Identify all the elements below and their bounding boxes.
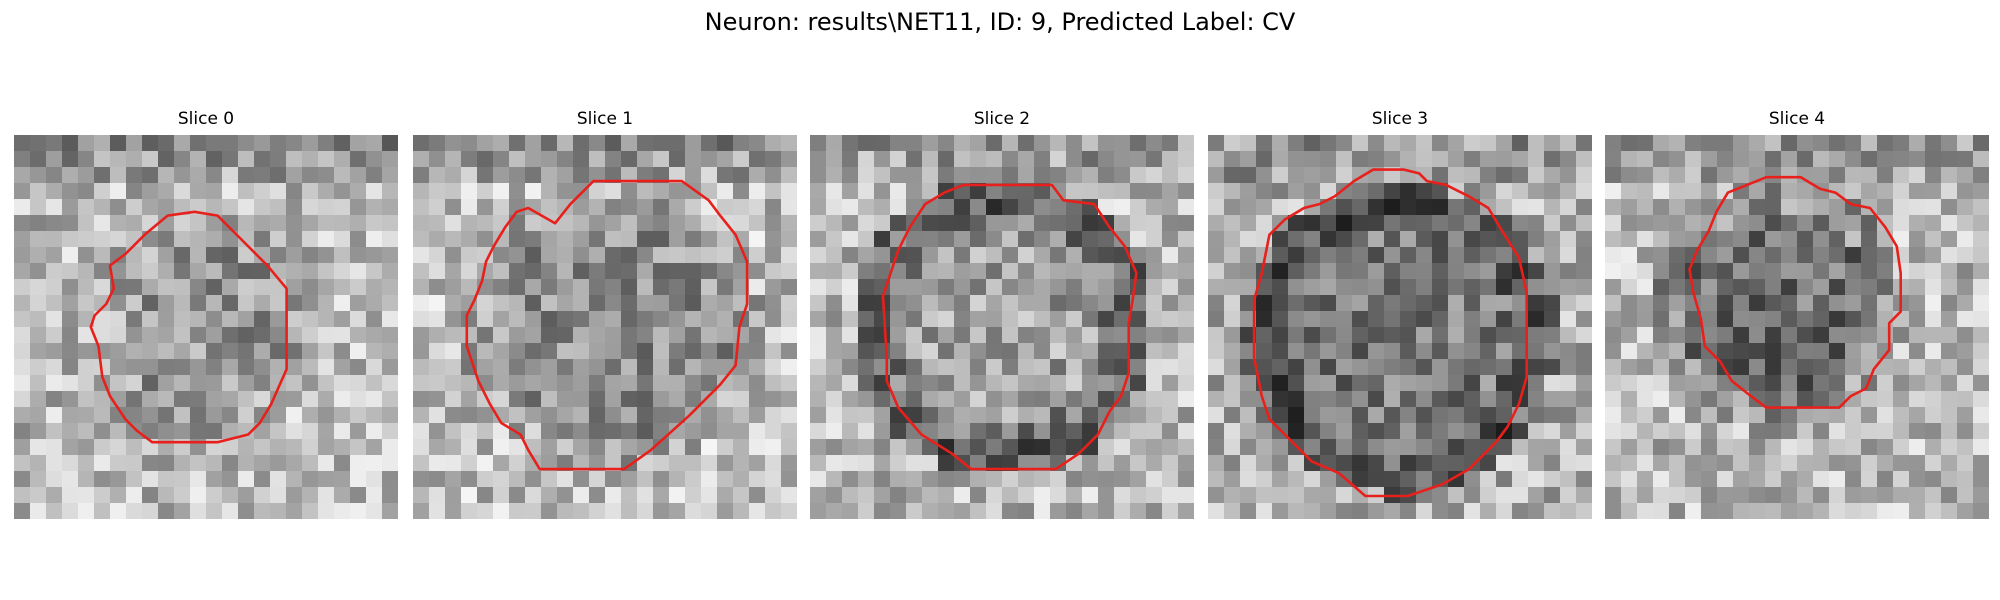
slice-title: Slice 3 bbox=[1371, 109, 1429, 129]
grayscale-image bbox=[413, 135, 797, 519]
grayscale-image bbox=[14, 135, 398, 519]
grayscale-image bbox=[1605, 135, 1989, 519]
slice-panel-0: Slice 0 bbox=[14, 108, 398, 519]
grayscale-image bbox=[1208, 135, 1592, 519]
slice-image bbox=[1208, 135, 1592, 519]
grayscale-image bbox=[810, 135, 1194, 519]
slice-panel-3: Slice 3 bbox=[1208, 108, 1592, 519]
slice-title: Slice 1 bbox=[576, 109, 634, 129]
slice-panel-1: Slice 1 bbox=[413, 108, 797, 519]
slice-title: Slice 4 bbox=[1768, 109, 1826, 129]
slice-panel-4: Slice 4 bbox=[1605, 108, 1989, 519]
slice-title: Slice 2 bbox=[973, 109, 1031, 129]
pixel-grid bbox=[1605, 135, 1989, 519]
slice-image bbox=[14, 135, 398, 519]
segmentation-contour bbox=[1688, 175, 1903, 409]
slice-image bbox=[810, 135, 1194, 519]
slice-image bbox=[1605, 135, 1989, 519]
slice-image bbox=[413, 135, 797, 519]
figure-title: Neuron: results\NET11, ID: 9, Predicted … bbox=[704, 8, 1296, 36]
pixel-grid bbox=[14, 135, 398, 519]
segmentation-contour bbox=[1252, 168, 1529, 498]
segmentation-contour bbox=[465, 179, 749, 471]
segmentation-contour bbox=[881, 183, 1138, 471]
pixel-grid bbox=[1208, 135, 1592, 519]
pixel-grid bbox=[810, 135, 1194, 519]
slice-panel-2: Slice 2 bbox=[810, 108, 1194, 519]
pixel-grid bbox=[413, 135, 797, 519]
segmentation-contour bbox=[89, 210, 288, 444]
slice-title: Slice 0 bbox=[177, 109, 235, 129]
